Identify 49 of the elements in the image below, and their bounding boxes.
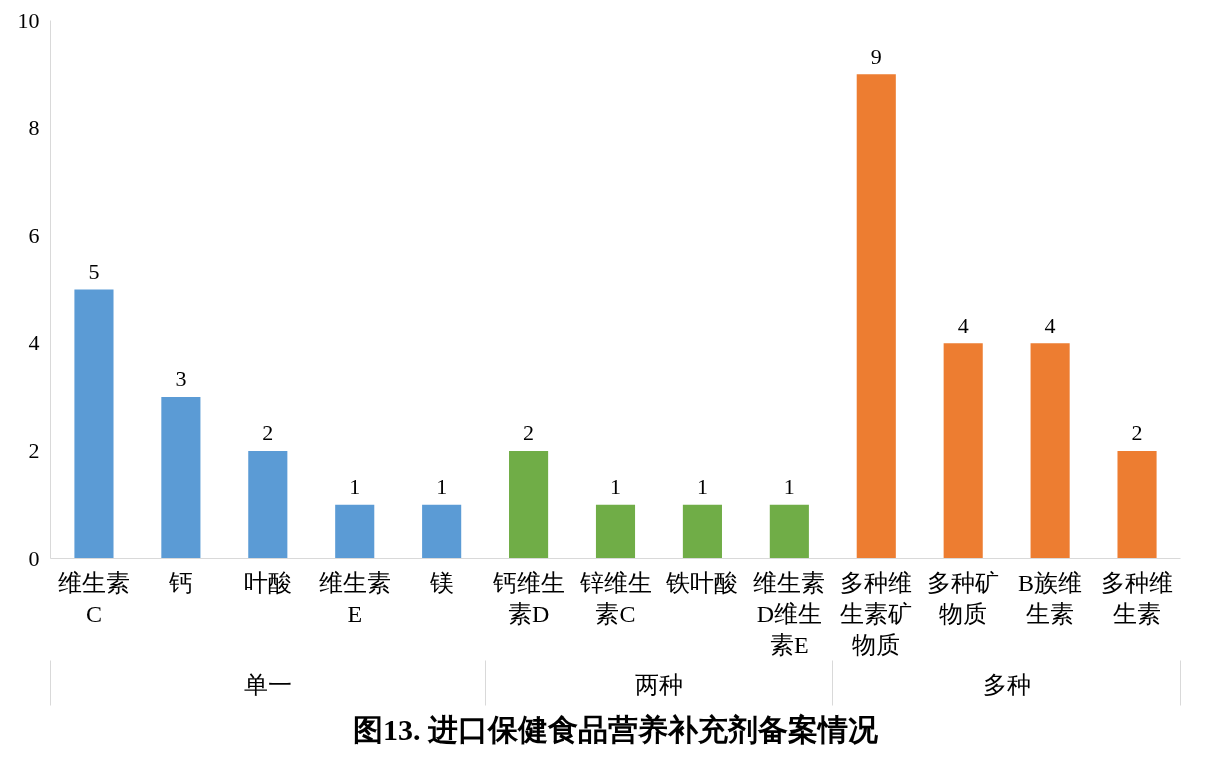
bar: [335, 504, 375, 559]
x-tick-label: 钙: [167, 569, 193, 596]
y-tick-label: 10: [17, 7, 40, 33]
y-tick-label: 8: [28, 115, 40, 141]
y-tick-label: 6: [28, 222, 40, 248]
x-tick-label: 维生素D维生素E: [753, 569, 826, 658]
data-label: 4: [957, 312, 969, 338]
bar: [769, 504, 809, 559]
bar: [509, 450, 549, 559]
x-tick-label: 多种维生素: [1101, 569, 1174, 627]
bar: [682, 504, 722, 559]
data-label: 1: [436, 473, 448, 499]
x-tick-label: 铁叶酸: [665, 569, 739, 596]
x-tick-label: 维生素E: [318, 569, 391, 627]
data-label: 2: [262, 420, 274, 446]
data-label: 9: [870, 43, 882, 69]
text: 单一: [243, 671, 292, 698]
bar: [161, 397, 201, 559]
bar: [943, 343, 983, 559]
data-label: 2: [523, 420, 535, 446]
bar: [856, 74, 896, 559]
bar: [1030, 343, 1070, 559]
x-tick-label: 多种维生素矿物质: [840, 569, 913, 658]
x-tick-label: 多种矿物质: [927, 569, 1000, 627]
text: 两种: [634, 671, 683, 698]
data-label: 5: [88, 258, 100, 284]
y-tick-label: 0: [28, 545, 40, 571]
data-label: 1: [696, 473, 708, 499]
bar: [1117, 450, 1157, 559]
bar: [595, 504, 636, 559]
data-label: 2: [1131, 420, 1143, 446]
bar: [74, 289, 114, 559]
text: 多种: [982, 671, 1031, 698]
data-label: 1: [783, 473, 795, 499]
x-tick-label: 叶酸: [243, 569, 292, 596]
bar: [422, 504, 462, 559]
data-label: 1: [610, 473, 621, 499]
x-tick-label: 维生素C: [57, 569, 130, 627]
x-tick-label: 镁: [428, 569, 454, 596]
y-tick-label: 2: [28, 437, 40, 463]
data-label: 1: [349, 473, 361, 499]
bar: [248, 450, 288, 559]
x-tick-label: 锌维生素C: [578, 569, 652, 627]
x-tick-label: B族维生素: [1018, 569, 1083, 627]
data-label: 3: [175, 366, 187, 392]
x-tick-label: 钙维生素D: [491, 569, 565, 627]
y-tick-label: 4: [28, 330, 40, 356]
data-label: 4: [1044, 312, 1056, 338]
text: 图13. 进口保健食品营养补充剂备案情况: [353, 712, 879, 746]
